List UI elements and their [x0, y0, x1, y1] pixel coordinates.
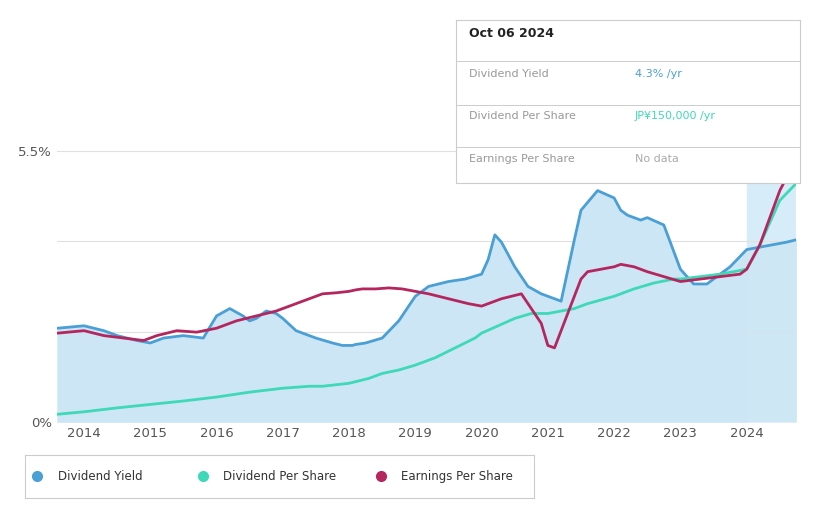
Text: Dividend Yield: Dividend Yield	[57, 470, 142, 483]
Text: Dividend Yield: Dividend Yield	[470, 69, 549, 79]
Text: Earnings Per Share: Earnings Per Share	[401, 470, 513, 483]
Text: No data: No data	[635, 153, 679, 164]
Text: Earnings Per Share: Earnings Per Share	[470, 153, 576, 164]
Text: Oct 06 2024: Oct 06 2024	[470, 27, 554, 40]
Text: Dividend Per Share: Dividend Per Share	[223, 470, 337, 483]
Text: Past: Past	[750, 154, 776, 167]
Bar	[746, 117, 810, 422]
Text: 4.3% /yr: 4.3% /yr	[635, 69, 681, 79]
Text: Dividend Per Share: Dividend Per Share	[470, 111, 576, 121]
Text: JP¥150,000 /yr: JP¥150,000 /yr	[635, 111, 716, 121]
